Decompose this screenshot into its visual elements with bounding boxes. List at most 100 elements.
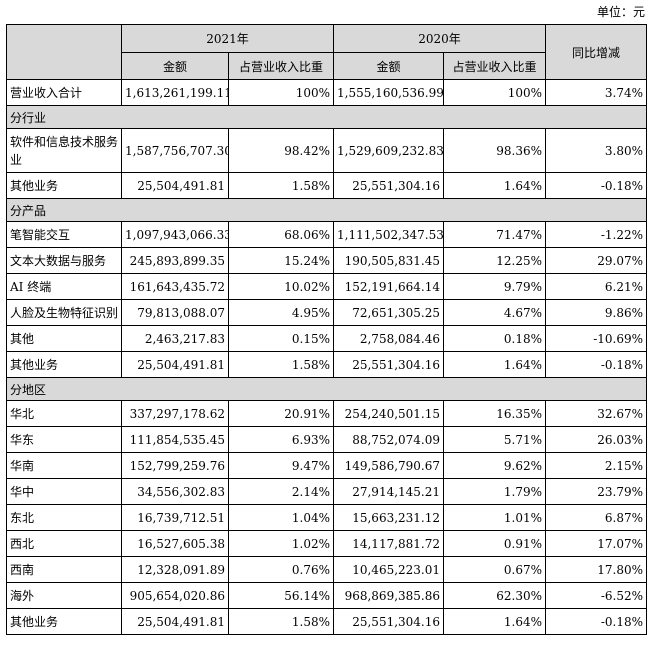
cell-ratio-2021: 1.02%: [227, 530, 335, 557]
cell-amount-2021: 161,643,435.72: [121, 273, 229, 300]
row-label: 其他业务: [6, 351, 122, 378]
total-label: 营业收入合计: [6, 79, 122, 106]
header-amount-2021: 金额: [121, 52, 229, 80]
row-label: 其他业务: [6, 172, 122, 199]
cell-ratio-2021: 4.95%: [227, 299, 335, 326]
cell-ratio-2020: 4.67%: [443, 299, 547, 326]
header-yoy: 同比增减: [545, 24, 648, 80]
cell-ratio-2020: 98.36%: [443, 128, 547, 173]
row-label: 华南: [6, 452, 122, 479]
cell-yoy: -0.18%: [545, 351, 648, 378]
cell-amount-2020: 1,529,609,232.83: [333, 128, 445, 173]
cell-yoy: 6.21%: [545, 273, 648, 300]
row-label: 东北: [6, 504, 122, 531]
cell-ratio-2020: 12.25%: [443, 247, 547, 274]
cell-amount-2021: 25,504,491.81: [121, 172, 229, 199]
cell-yoy: 3.80%: [545, 128, 648, 173]
cell-amount-2021: 2,463,217.83: [121, 325, 229, 352]
cell-amount-2021: 1,097,943,066.33: [121, 221, 229, 248]
cell-ratio-2021: 10.02%: [227, 273, 335, 300]
row-label: 人脸及生物特征识别: [6, 299, 122, 326]
cell-ratio-2020: 16.35%: [443, 400, 547, 427]
row-label: 西南: [6, 556, 122, 583]
section-row: 分地区: [5, 377, 648, 401]
cell-yoy: 29.07%: [545, 247, 648, 274]
cell-yoy: 17.80%: [545, 556, 648, 583]
header-blank-cell: [6, 24, 122, 80]
table-row: 文本大数据与服务 245,893,899.35 15.24% 190,505,831.…: [6, 247, 648, 274]
cell-ratio-2021: 15.24%: [227, 247, 335, 274]
cell-yoy: 9.86%: [545, 299, 648, 326]
cell-ratio-2020: 62.30%: [443, 582, 547, 609]
row-label: 华东: [6, 426, 122, 453]
cell-yoy: -1.22%: [545, 221, 648, 248]
cell-amount-2021: 245,893,899.35: [121, 247, 229, 274]
cell-yoy: 26.03%: [545, 426, 648, 453]
row-label: 其他: [6, 325, 122, 352]
cell-ratio-2021: 98.42%: [227, 128, 335, 173]
row-label: 华北: [6, 400, 122, 427]
cell-ratio-2021: 1.58%: [227, 608, 335, 635]
section-title: 分产品: [5, 198, 648, 222]
revenue-table: 2021年 2020年 同比增减 金额 占营业收入比重 金额 占营业收入比重 营…: [5, 24, 648, 635]
total-amount-2021: 1,613,261,199.11: [121, 79, 229, 106]
cell-yoy: 23.79%: [545, 478, 648, 505]
cell-yoy: 17.07%: [545, 530, 648, 557]
cell-amount-2020: 1,111,502,347.53: [333, 221, 445, 248]
cell-ratio-2021: 20.91%: [227, 400, 335, 427]
cell-ratio-2020: 1.64%: [443, 351, 547, 378]
table-row: 华东 111,854,535.45 6.93% 88,752,074.09 5.71% 2…: [6, 426, 648, 453]
cell-yoy: -10.69%: [545, 325, 648, 352]
cell-ratio-2020: 9.79%: [443, 273, 547, 300]
cell-amount-2020: 152,191,664.14: [333, 273, 445, 300]
cell-amount-2020: 88,752,074.09: [333, 426, 445, 453]
row-label: 笔智能交互: [6, 221, 122, 248]
row-label: 文本大数据与服务: [6, 247, 122, 274]
header-ratio-2021: 占营业收入比重: [227, 52, 335, 80]
header-year-2020: 2020年: [333, 24, 547, 53]
section-row: 分产品: [5, 198, 648, 222]
row-label: AI 终端: [6, 273, 122, 300]
table-row: 笔智能交互 1,097,943,066.33 68.06% 1,111,502,347…: [6, 221, 648, 248]
cell-ratio-2021: 2.14%: [227, 478, 335, 505]
total-row: 营业收入合计 1,613,261,199.11 100% 1,555,160,5…: [6, 79, 648, 106]
cell-ratio-2021: 9.47%: [227, 452, 335, 479]
cell-ratio-2021: 1.04%: [227, 504, 335, 531]
cell-ratio-2021: 1.58%: [227, 172, 335, 199]
cell-ratio-2021: 0.15%: [227, 325, 335, 352]
cell-ratio-2021: 68.06%: [227, 221, 335, 248]
cell-amount-2021: 111,854,535.45: [121, 426, 229, 453]
cell-yoy: 32.67%: [545, 400, 648, 427]
table-row: 华中 34,556,302.83 2.14% 27,914,145.21 1.79% 23…: [6, 478, 648, 505]
table-row: 人脸及生物特征识别 79,813,088.07 4.95% 72,651,305.25…: [6, 299, 648, 326]
cell-amount-2021: 905,654,020.86: [121, 582, 229, 609]
cell-amount-2020: 14,117,881.72: [333, 530, 445, 557]
row-label: 西北: [6, 530, 122, 557]
table-row: 其他业务 25,504,491.81 1.58% 25,551,304.16 1.64%…: [6, 172, 648, 199]
table-row: 东北 16,739,712.51 1.04% 15,663,231.12 1.01% 6.…: [6, 504, 648, 531]
header-row-fields: 金额 占营业收入比重 金额 占营业收入比重: [7, 52, 647, 80]
header-year-2021: 2021年: [120, 24, 335, 53]
cell-amount-2021: 79,813,088.07: [121, 299, 229, 326]
table-row: 西南 12,328,091.89 0.76% 10,465,223.01 0.67% 17…: [6, 556, 648, 583]
cell-amount-2020: 149,586,790.67: [333, 452, 445, 479]
cell-amount-2021: 25,504,491.81: [121, 351, 229, 378]
cell-ratio-2021: 1.58%: [227, 351, 335, 378]
cell-yoy: -6.52%: [545, 582, 648, 609]
cell-ratio-2020: 0.67%: [443, 556, 547, 583]
cell-ratio-2021: 6.93%: [227, 426, 335, 453]
cell-ratio-2020: 71.47%: [443, 221, 547, 248]
cell-yoy: -0.18%: [545, 172, 648, 199]
cell-amount-2020: 254,240,501.15: [333, 400, 445, 427]
cell-amount-2021: 152,799,259.76: [121, 452, 229, 479]
cell-amount-2021: 337,297,178.62: [121, 400, 229, 427]
table-row: 其他 2,463,217.83 0.15% 2,758,084.46 0.18% -10.…: [6, 325, 648, 352]
cell-amount-2021: 16,739,712.51: [121, 504, 229, 531]
row-label: 华中: [6, 478, 122, 505]
header-row-years: 2021年 2020年 同比增减: [6, 24, 648, 80]
total-ratio-2020: 100%: [443, 79, 547, 106]
section-title: 分地区: [5, 377, 648, 401]
cell-ratio-2020: 1.64%: [443, 608, 547, 635]
cell-amount-2020: 25,551,304.16: [333, 351, 445, 378]
table-row: 软件和信息技术服务业 1,587,756,707.30 98.42% 1,529,60…: [6, 128, 648, 173]
